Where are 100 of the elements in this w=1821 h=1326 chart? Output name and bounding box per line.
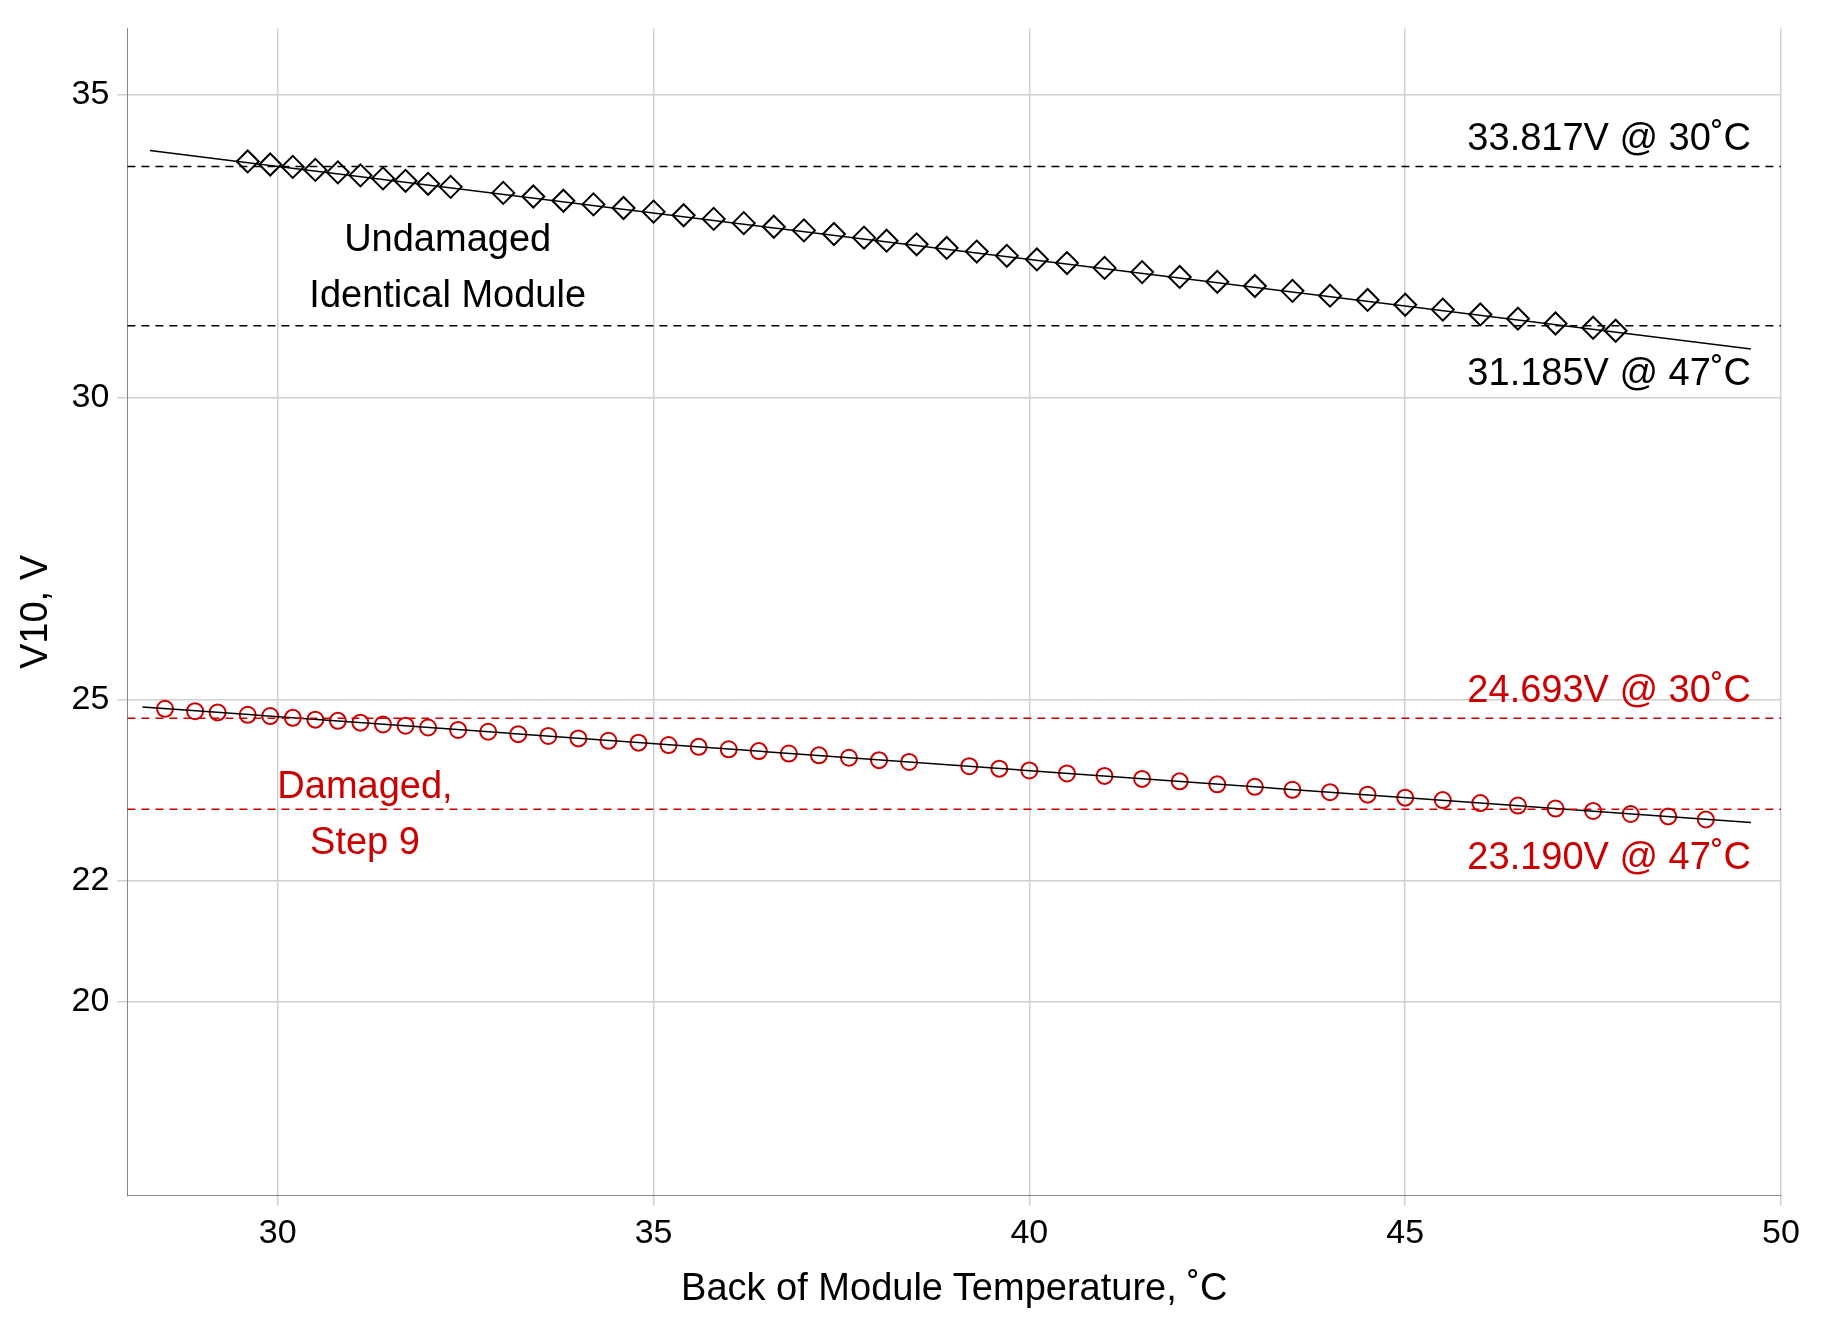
point [731, 211, 756, 236]
point [306, 710, 325, 729]
point [809, 746, 828, 765]
point [874, 228, 899, 253]
point [701, 206, 726, 231]
point [1024, 247, 1049, 272]
point [521, 184, 546, 209]
point [1318, 283, 1343, 308]
point [581, 192, 606, 217]
point [1095, 766, 1114, 785]
point [1433, 791, 1452, 810]
point [900, 752, 919, 771]
point [539, 726, 558, 745]
point [208, 703, 227, 722]
y-tick-label: 22 [71, 859, 110, 898]
x-tick-label: 30 [258, 1212, 297, 1251]
point [599, 731, 618, 750]
point [156, 699, 174, 718]
point [1696, 810, 1715, 829]
x-tick-label: 45 [1386, 1212, 1425, 1251]
point [238, 705, 257, 724]
ref-line-label: 24.693V @ 30˚C [1467, 667, 1751, 710]
y-tick-label: 35 [71, 73, 110, 112]
point [449, 720, 468, 739]
point [611, 196, 636, 221]
point [641, 199, 666, 224]
point [1321, 783, 1340, 802]
point [1170, 772, 1189, 791]
point [303, 157, 328, 182]
point [1205, 269, 1230, 294]
point [1208, 775, 1227, 794]
point [283, 708, 302, 727]
point [960, 757, 979, 776]
point [261, 707, 280, 726]
point [551, 188, 576, 213]
point [852, 225, 877, 250]
point [990, 759, 1009, 778]
point [1430, 297, 1455, 322]
x-tick-label: 35 [634, 1212, 673, 1251]
point [1508, 796, 1527, 815]
point [1659, 807, 1678, 826]
point [719, 740, 738, 759]
point [1505, 306, 1530, 331]
point [1468, 302, 1493, 327]
point [659, 736, 678, 755]
point [1130, 260, 1155, 285]
series-label: Undamaged Identical Module [309, 216, 587, 315]
point [761, 214, 786, 239]
ref-line-label: 33.817V @ 30˚C [1467, 115, 1751, 158]
point [1054, 251, 1079, 276]
y-tick-label: 25 [71, 678, 110, 717]
point [1396, 788, 1415, 807]
point [1543, 311, 1568, 336]
series-label: Damaged, Step 9 [277, 764, 453, 863]
point [419, 718, 438, 737]
point [491, 180, 516, 205]
x-tick-label: 40 [1010, 1212, 1049, 1251]
point [1603, 318, 1628, 343]
point [749, 742, 768, 761]
point [1355, 287, 1380, 312]
point [235, 149, 260, 174]
point [839, 748, 858, 767]
point [791, 218, 816, 243]
point [373, 715, 392, 734]
point [1358, 785, 1377, 804]
point [1581, 315, 1606, 340]
point [328, 711, 347, 730]
point [964, 239, 989, 264]
point [904, 232, 929, 257]
point [1020, 761, 1039, 780]
x-tick-label: 50 [1762, 1212, 1800, 1251]
y-tick-label: 20 [71, 980, 110, 1019]
point [821, 222, 846, 247]
point [1584, 801, 1603, 820]
point [1471, 794, 1490, 813]
point [569, 729, 588, 748]
point [348, 163, 373, 188]
point [1393, 292, 1418, 317]
ref-line-label: 23.190V @ 47˚C [1467, 834, 1751, 877]
point [1283, 780, 1302, 799]
point [779, 744, 798, 763]
point [689, 737, 708, 756]
point [396, 716, 415, 735]
x-axis-title: Back of Module Temperature, ˚C [681, 1265, 1228, 1308]
point [1280, 278, 1305, 303]
point [479, 722, 498, 741]
point [629, 733, 648, 752]
point [325, 160, 350, 185]
point [934, 235, 959, 260]
point [351, 713, 370, 732]
point [280, 154, 305, 179]
point [258, 152, 283, 177]
point [671, 203, 696, 228]
point [416, 171, 441, 196]
point [370, 166, 395, 191]
point [1057, 764, 1076, 783]
point [1242, 274, 1267, 299]
point [438, 174, 463, 199]
point [393, 168, 418, 193]
point [1245, 777, 1264, 796]
